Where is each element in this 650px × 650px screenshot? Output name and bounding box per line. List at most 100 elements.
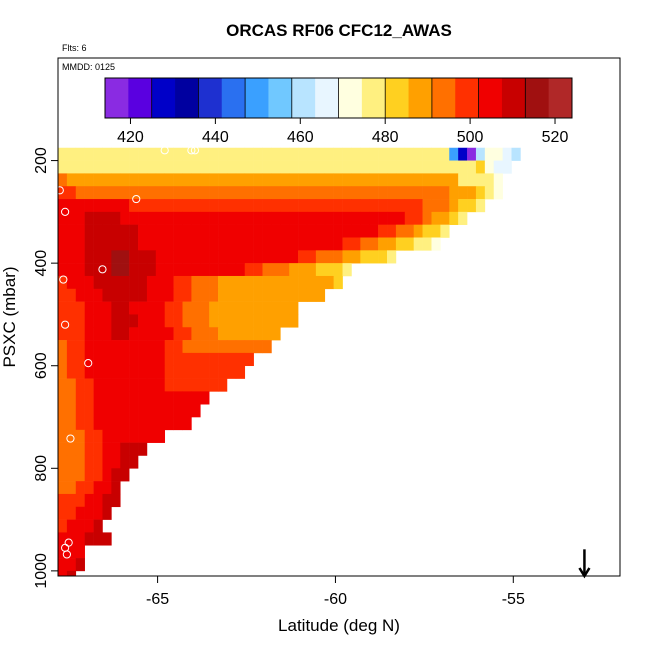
heatmap-cell xyxy=(93,147,103,161)
heatmap-cell xyxy=(129,147,139,161)
heatmap-cell xyxy=(244,199,254,213)
heatmap-cell xyxy=(351,211,361,225)
heatmap-cell xyxy=(58,352,68,367)
heatmap-cell xyxy=(226,199,237,213)
heatmap-cell xyxy=(271,199,281,213)
heatmap-cell xyxy=(146,237,157,251)
heatmap-cell xyxy=(289,314,299,328)
heatmap-cell xyxy=(146,160,157,174)
heatmap-cell xyxy=(280,288,290,302)
heatmap-cell xyxy=(333,160,343,174)
heatmap-cell xyxy=(218,211,228,225)
heatmap-cell xyxy=(129,378,139,392)
heatmap-cell xyxy=(191,250,201,264)
heatmap-cell xyxy=(93,519,103,533)
heatmap-cell xyxy=(164,378,174,392)
heatmap-cell xyxy=(111,493,121,508)
heatmap-cell xyxy=(102,365,112,379)
heatmap-cell xyxy=(173,340,183,354)
heatmap-cell xyxy=(218,352,228,367)
heatmap-cell xyxy=(182,340,192,354)
heatmap-cell xyxy=(58,404,68,418)
heatmap-cell xyxy=(235,314,246,328)
heatmap-cell xyxy=(306,211,317,225)
heatmap-cell xyxy=(387,199,397,213)
colorbar-tick-label: 480 xyxy=(372,129,399,146)
heatmap-cell xyxy=(484,147,495,161)
date-note: MMDD: 0125 xyxy=(62,62,115,72)
heatmap-cell xyxy=(324,173,334,187)
heatmap-cell xyxy=(306,173,317,187)
heatmap-cell xyxy=(226,288,237,302)
heatmap-cell xyxy=(155,186,166,200)
heatmap-cell xyxy=(209,352,219,367)
heatmap-cell xyxy=(422,186,432,200)
heatmap-cell xyxy=(120,352,130,367)
heatmap-cell xyxy=(369,147,379,161)
heatmap-cell xyxy=(209,275,219,290)
heatmap-cell xyxy=(200,263,210,277)
heatmap-cell xyxy=(182,147,192,161)
heatmap-cell xyxy=(271,186,281,200)
heatmap-cell xyxy=(342,160,352,174)
heatmap-cell xyxy=(173,288,183,302)
heatmap-cell xyxy=(146,211,157,225)
heatmap-cell xyxy=(84,186,94,200)
heatmap-cell xyxy=(200,160,210,174)
heatmap-cell xyxy=(66,263,77,277)
heatmap-cell xyxy=(458,186,468,200)
heatmap-cell xyxy=(387,224,397,238)
heatmap-cell xyxy=(200,250,210,264)
heatmap-cell xyxy=(93,417,103,431)
heatmap-cell xyxy=(164,263,174,277)
heatmap-cell xyxy=(120,237,130,251)
heatmap-cell xyxy=(218,173,228,187)
heatmap-cell xyxy=(298,147,308,161)
heatmap-cell xyxy=(262,211,272,225)
heatmap-cell xyxy=(226,301,237,315)
colorbar-swatch xyxy=(151,78,176,118)
heatmap-cell xyxy=(75,173,85,187)
heatmap-cell xyxy=(66,429,77,443)
heatmap-cell xyxy=(244,340,254,354)
heatmap-cell xyxy=(315,173,326,187)
heatmap-cell xyxy=(129,340,139,354)
heatmap-cell xyxy=(458,199,468,213)
heatmap-cell xyxy=(75,532,85,546)
observation-point xyxy=(160,146,169,155)
heatmap-cell xyxy=(218,378,228,392)
heatmap-cell xyxy=(226,224,237,238)
heatmap-cell xyxy=(120,186,130,200)
heatmap-cell xyxy=(129,199,139,213)
heatmap-cell xyxy=(235,288,246,302)
heatmap-cell xyxy=(164,340,174,354)
heatmap-cell xyxy=(191,186,201,200)
heatmap-cell xyxy=(102,211,112,225)
heatmap-cell xyxy=(138,429,148,443)
heatmap-cell xyxy=(342,263,352,277)
heatmap-cell xyxy=(84,224,94,238)
heatmap-cell xyxy=(306,186,317,200)
heatmap-cell xyxy=(280,147,290,161)
heatmap-cell xyxy=(244,275,254,290)
heatmap-cell xyxy=(404,199,414,213)
colorbar-swatch xyxy=(175,78,199,118)
heatmap-cell xyxy=(413,186,423,200)
heatmap-cell xyxy=(191,301,201,315)
heatmap-cell xyxy=(155,327,166,341)
heatmap-cell xyxy=(75,224,85,238)
heatmap-cell xyxy=(315,288,326,302)
heatmap-cell xyxy=(120,275,130,290)
heatmap-cell xyxy=(191,263,201,277)
heatmap-cell xyxy=(200,199,210,213)
heatmap-cell xyxy=(200,340,210,354)
heatmap-cell xyxy=(173,301,183,315)
colorbar-swatch xyxy=(525,78,550,118)
colorbar-ticks: 420 440 460 480 500 520 xyxy=(117,118,568,146)
heatmap-cell xyxy=(182,211,192,225)
heatmap-cell xyxy=(218,275,228,290)
heatmap-cell xyxy=(164,327,174,341)
heatmap-cell xyxy=(449,147,459,161)
heatmap-cell xyxy=(378,224,388,238)
heatmap-cell xyxy=(120,160,130,174)
